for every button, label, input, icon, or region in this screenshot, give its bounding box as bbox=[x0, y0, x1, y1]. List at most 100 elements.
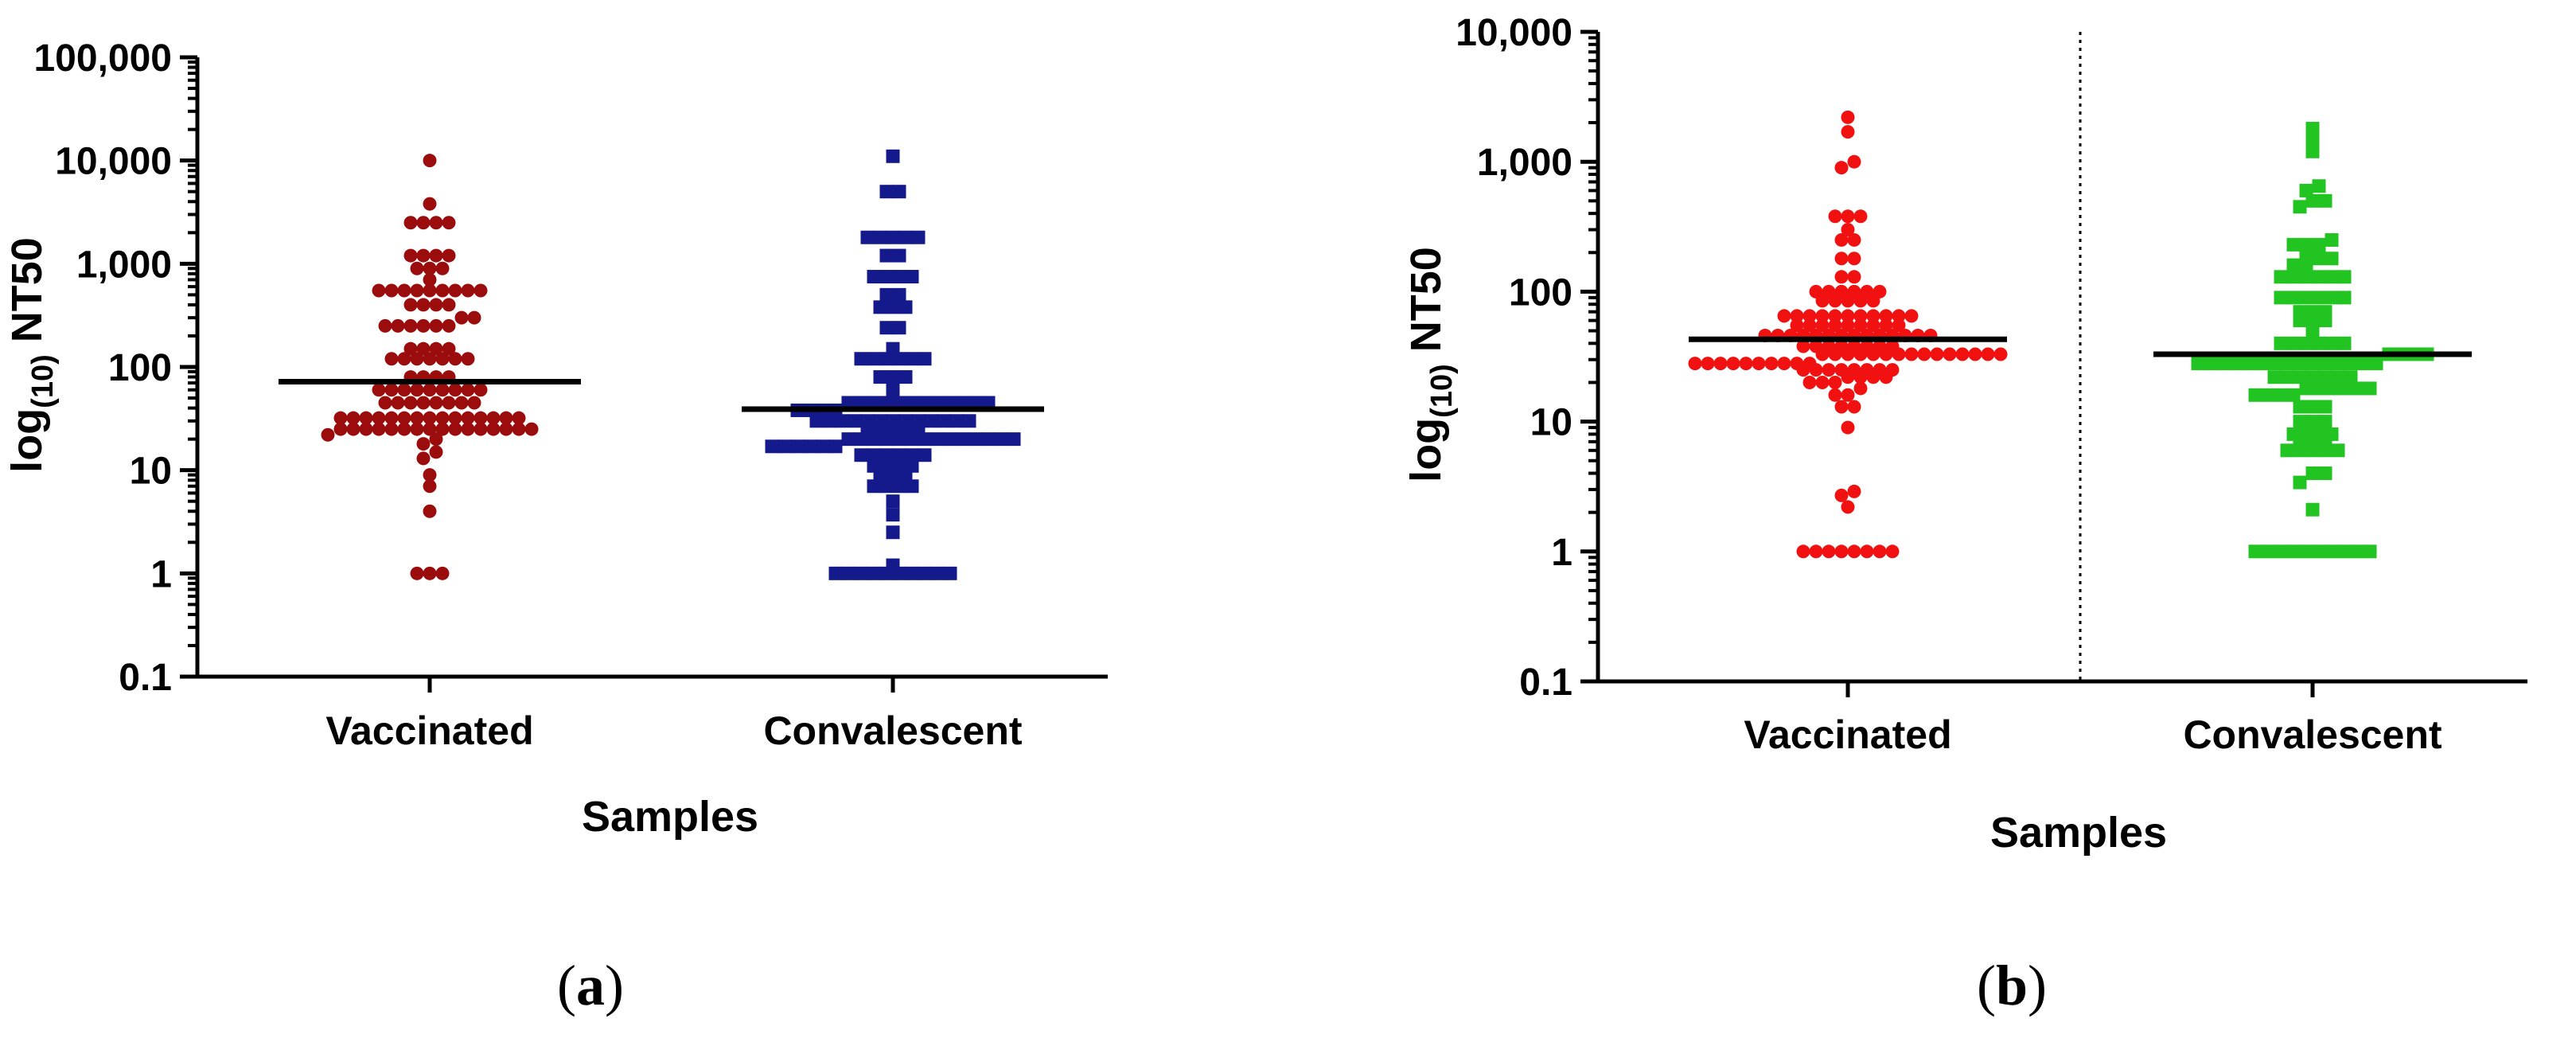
data-point bbox=[403, 216, 418, 230]
data-point bbox=[2363, 381, 2377, 396]
data-point bbox=[892, 396, 906, 410]
data-point bbox=[886, 468, 900, 482]
data-point bbox=[442, 318, 456, 333]
data-point bbox=[2280, 443, 2294, 458]
data-point bbox=[943, 432, 957, 447]
data-point bbox=[2229, 357, 2243, 371]
data-point bbox=[2369, 357, 2383, 371]
data-point bbox=[2293, 475, 2307, 490]
data-point bbox=[2363, 544, 2377, 559]
data-point bbox=[930, 566, 945, 580]
data-point bbox=[2274, 291, 2288, 305]
data-point bbox=[1873, 544, 1887, 559]
data-point bbox=[1879, 318, 1893, 333]
data-point bbox=[423, 468, 437, 482]
data-point bbox=[2305, 122, 2320, 136]
data-point bbox=[2325, 544, 2339, 559]
data-point bbox=[2254, 357, 2269, 371]
data-point bbox=[892, 566, 906, 580]
data-point bbox=[442, 248, 456, 263]
data-point bbox=[803, 439, 817, 454]
data-point bbox=[879, 270, 894, 284]
data-point bbox=[378, 396, 392, 410]
data-point bbox=[2293, 200, 2307, 214]
data-point bbox=[1688, 357, 1702, 371]
data-point bbox=[2318, 466, 2332, 481]
data-point bbox=[873, 230, 887, 244]
data-point bbox=[873, 468, 887, 482]
data-point bbox=[905, 448, 919, 462]
data-point bbox=[841, 566, 855, 580]
data-point bbox=[2299, 258, 2313, 272]
data-point bbox=[1701, 357, 1715, 371]
data-point bbox=[435, 383, 450, 397]
data-point bbox=[2267, 370, 2282, 384]
data-point bbox=[442, 341, 456, 356]
data-point bbox=[879, 352, 894, 366]
data-point bbox=[423, 422, 437, 436]
data-point bbox=[1802, 318, 1817, 333]
data-point bbox=[486, 411, 501, 425]
data-point bbox=[2305, 131, 2320, 146]
data-point bbox=[2286, 258, 2301, 272]
data-point bbox=[1968, 347, 1982, 361]
data-point bbox=[442, 298, 456, 312]
data-point bbox=[1981, 347, 1995, 361]
data-point bbox=[423, 479, 437, 494]
data-point bbox=[937, 414, 951, 428]
data-point bbox=[892, 448, 906, 462]
data-point bbox=[2337, 291, 2352, 305]
data-point bbox=[2204, 357, 2218, 371]
data-point bbox=[423, 154, 437, 168]
data-point bbox=[454, 396, 469, 410]
data-point bbox=[765, 439, 779, 454]
data-point bbox=[435, 261, 450, 275]
data-point bbox=[2344, 370, 2358, 384]
data-point bbox=[918, 352, 932, 366]
data-point bbox=[423, 283, 437, 298]
data-point bbox=[429, 341, 443, 356]
data-point bbox=[1834, 270, 1849, 284]
data-point bbox=[2331, 357, 2345, 371]
y-tick-label: 0.1 bbox=[119, 657, 172, 699]
data-point bbox=[474, 383, 488, 397]
data-point bbox=[2305, 415, 2320, 429]
data-point bbox=[346, 422, 360, 436]
data-point bbox=[410, 261, 424, 275]
x-category-label: Convalescent bbox=[763, 708, 1022, 753]
data-point bbox=[879, 566, 894, 580]
y-tick-label: 1 bbox=[150, 553, 172, 595]
data-point bbox=[397, 283, 411, 298]
data-point bbox=[461, 383, 475, 397]
data-point bbox=[2299, 245, 2313, 260]
data-point bbox=[1713, 357, 1728, 371]
data-point bbox=[391, 396, 405, 410]
data-point bbox=[879, 248, 894, 263]
data-point bbox=[2293, 370, 2307, 384]
data-point bbox=[2325, 252, 2339, 266]
chart-panel-a: Samples log(10) NT50 (a) 0.1 1 10 100 1,000 1… bbox=[3, 37, 1108, 1017]
data-point bbox=[2350, 544, 2364, 559]
data-point bbox=[1815, 347, 1830, 361]
data-point bbox=[397, 383, 411, 397]
data-point bbox=[2274, 388, 2288, 402]
data-point bbox=[1847, 400, 1861, 414]
data-point bbox=[2299, 183, 2313, 197]
data-point bbox=[1834, 544, 1849, 559]
data-point bbox=[429, 432, 443, 447]
data-point bbox=[1917, 347, 1931, 361]
data-point bbox=[1879, 347, 1893, 361]
data-point bbox=[867, 448, 881, 462]
data-point bbox=[2318, 357, 2332, 371]
data-point bbox=[384, 422, 399, 436]
data-point bbox=[956, 396, 970, 410]
data-point bbox=[943, 566, 957, 580]
data-point bbox=[2305, 357, 2320, 371]
data-point bbox=[403, 341, 418, 356]
data-point bbox=[2286, 336, 2301, 350]
data-point bbox=[905, 396, 919, 410]
data-point bbox=[2337, 270, 2352, 284]
data-point bbox=[886, 494, 900, 509]
data-point bbox=[2337, 381, 2352, 396]
data-point bbox=[499, 422, 513, 436]
